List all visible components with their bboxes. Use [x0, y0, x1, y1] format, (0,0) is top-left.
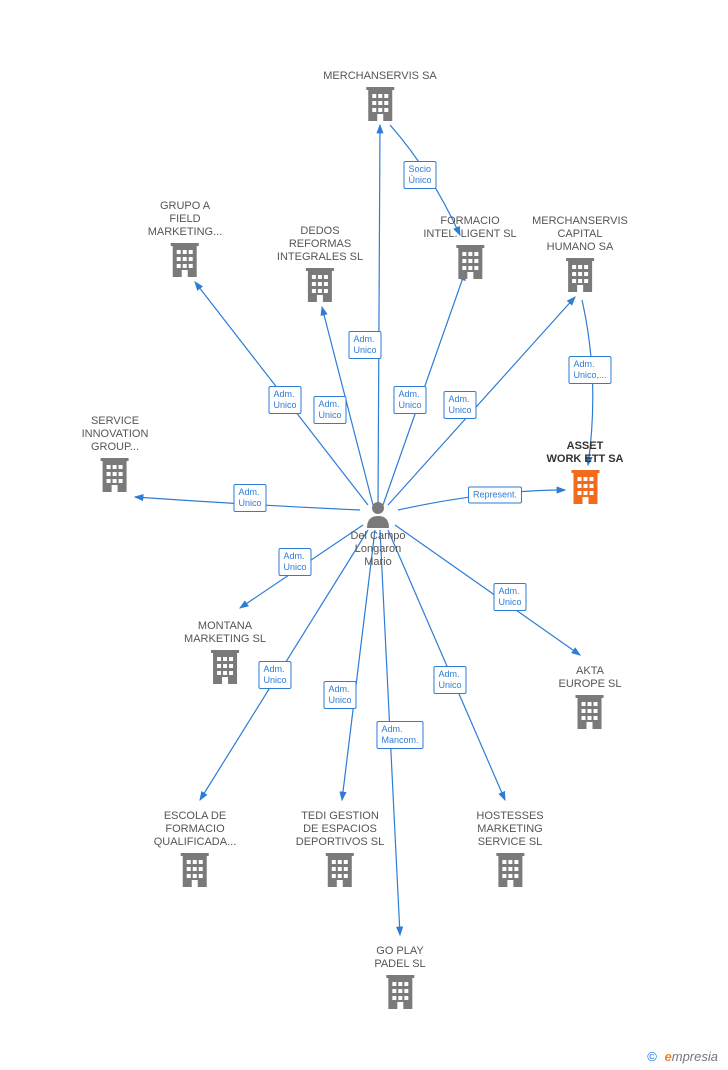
copyright-symbol: © — [647, 1049, 657, 1064]
edge-label: Adm. Unico — [323, 681, 356, 709]
company-label: AKTA EUROPE SL — [559, 665, 622, 691]
edge-path — [388, 530, 505, 800]
company-label: DEDOS REFORMAS INTEGRALES SL — [277, 225, 363, 264]
building-icon — [568, 468, 602, 509]
building-icon — [563, 256, 597, 297]
company-node-merchanservis_sa: MERCHANSERVIS SA — [323, 70, 437, 126]
edge-label: Adm. Unico — [268, 386, 301, 414]
company-node-montana: MONTANA MARKETING SL — [184, 620, 266, 689]
building-icon — [453, 243, 487, 284]
edge-path — [378, 125, 380, 505]
building-icon — [493, 851, 527, 892]
company-node-hostesses: HOSTESSES MARKETING SERVICE SL — [476, 810, 543, 892]
company-label: TEDI GESTION DE ESPACIOS DEPORTIVOS SL — [296, 810, 384, 849]
company-node-akta: AKTA EUROPE SL — [559, 665, 622, 734]
edge-label: Adm. Unico,... — [568, 356, 611, 384]
company-label: GRUPO A FIELD MARKETING... — [148, 200, 223, 239]
edge-label: Adm. Unico — [433, 666, 466, 694]
company-node-formacio_intel: FORMACIO INTEL. LIGENT SL — [423, 215, 516, 284]
company-label: ESCOLA DE FORMACIO QUALIFICADA... — [154, 810, 237, 849]
company-node-tedi: TEDI GESTION DE ESPACIOS DEPORTIVOS SL — [296, 810, 384, 892]
building-icon — [98, 456, 132, 497]
company-node-merchanservis_capital: MERCHANSERVIS CAPITAL HUMANO SA — [532, 215, 628, 297]
company-node-escola: ESCOLA DE FORMACIO QUALIFICADA... — [154, 810, 237, 892]
building-icon — [303, 266, 337, 307]
edge-label: Adm. Unico — [443, 391, 476, 419]
company-node-service_innovation: SERVICE INNOVATION GROUP... — [82, 415, 149, 497]
edge-label: Adm. Unico — [393, 386, 426, 414]
brand-first-letter: e — [665, 1049, 672, 1064]
company-node-grupo_a: GRUPO A FIELD MARKETING... — [148, 200, 223, 282]
edge-label: Adm. Unico — [258, 661, 291, 689]
company-label: FORMACIO INTEL. LIGENT SL — [423, 215, 516, 241]
edge-label: Adm. Unico — [313, 396, 346, 424]
company-label: SERVICE INNOVATION GROUP... — [82, 415, 149, 454]
footer-credit: © empresia — [647, 1049, 718, 1064]
edge-label: Adm. Mancom. — [376, 721, 423, 749]
building-icon — [363, 85, 397, 126]
company-label: HOSTESSES MARKETING SERVICE SL — [476, 810, 543, 849]
edge-path — [395, 525, 580, 655]
company-node-go_play: GO PLAY PADEL SL — [374, 945, 425, 1014]
edge-label: Adm. Unico — [348, 331, 381, 359]
building-icon — [573, 693, 607, 734]
company-label: MONTANA MARKETING SL — [184, 620, 266, 646]
company-node-dedos: DEDOS REFORMAS INTEGRALES SL — [277, 225, 363, 307]
edge-label: Adm. Unico — [493, 583, 526, 611]
building-icon — [383, 973, 417, 1014]
company-label: ASSET WORK ETT SA — [547, 440, 624, 466]
building-icon — [178, 851, 212, 892]
brand-rest: mpresia — [672, 1049, 718, 1064]
person-icon — [365, 500, 391, 533]
building-icon — [323, 851, 357, 892]
building-icon — [208, 648, 242, 689]
edge-path — [342, 530, 375, 800]
edge-label: Adm. Unico — [278, 548, 311, 576]
center-person-label: Del Campo Longaron Mario — [350, 530, 405, 569]
edge-label: Socio Único — [403, 161, 436, 189]
company-label: MERCHANSERVIS CAPITAL HUMANO SA — [532, 215, 628, 254]
edge-label: Represent. — [468, 487, 522, 504]
company-label: MERCHANSERVIS SA — [323, 70, 437, 83]
center-person-node — [365, 500, 391, 533]
company-label: GO PLAY PADEL SL — [374, 945, 425, 971]
edge-label: Adm. Unico — [233, 484, 266, 512]
company-node-asset_work: ASSET WORK ETT SA — [547, 440, 624, 509]
building-icon — [168, 241, 202, 282]
